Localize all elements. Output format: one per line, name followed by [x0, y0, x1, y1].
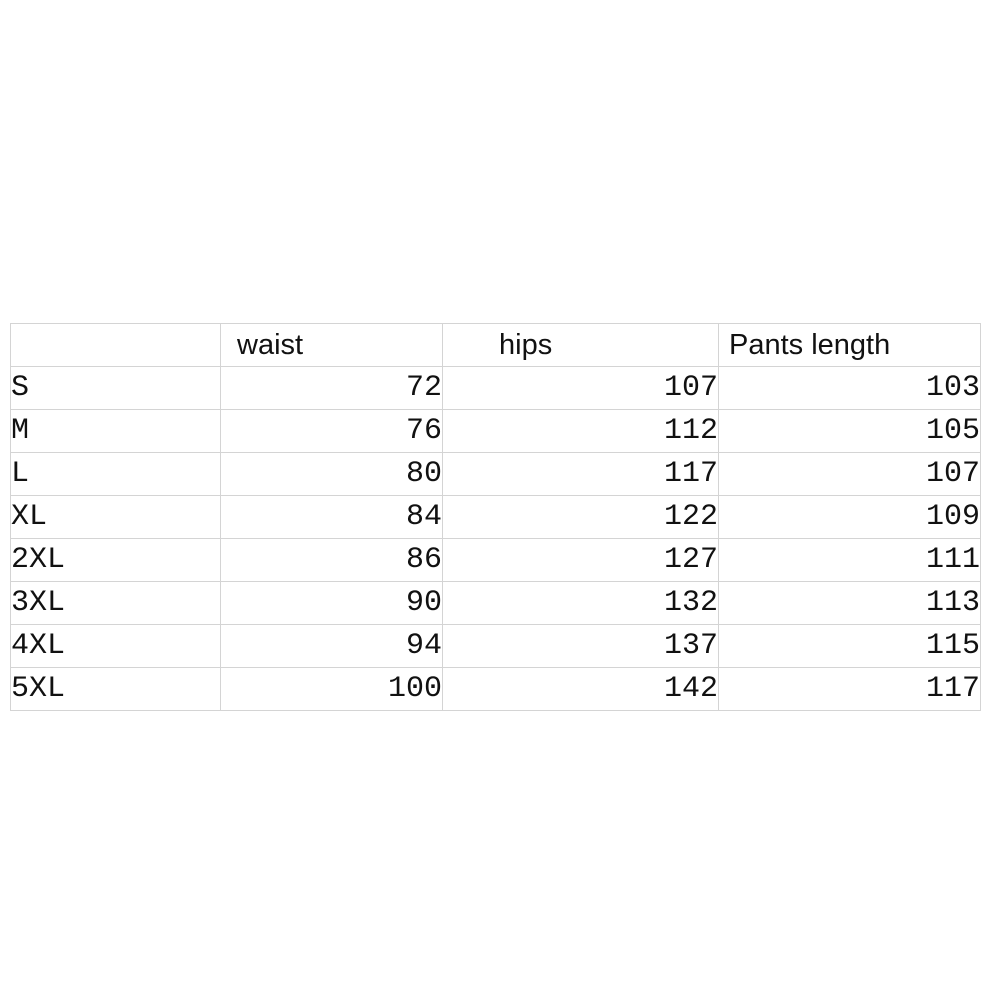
size-label: M [10, 409, 221, 453]
waist-value: 72 [220, 366, 443, 410]
table-row: S 72 107 103 [10, 366, 981, 410]
header-hips: hips [442, 323, 719, 367]
hips-value: 122 [442, 495, 719, 539]
size-label: XL [10, 495, 221, 539]
header-row: waist hips Pants length [10, 323, 981, 367]
hips-value: 137 [442, 624, 719, 668]
size-label: 5XL [10, 667, 221, 711]
waist-value: 84 [220, 495, 443, 539]
table-row: 3XL 90 132 113 [10, 581, 981, 625]
header-pants-length: Pants length [718, 323, 981, 367]
pants-length-value: 117 [718, 667, 981, 711]
table-row: M 76 112 105 [10, 409, 981, 453]
pants-length-value: 113 [718, 581, 981, 625]
size-label: 2XL [10, 538, 221, 582]
size-chart-table: waist hips Pants length S 72 107 103 M 7… [10, 323, 981, 711]
pants-length-value: 115 [718, 624, 981, 668]
table-row: 5XL 100 142 117 [10, 667, 981, 711]
pants-length-value: 111 [718, 538, 981, 582]
table-row: 4XL 94 137 115 [10, 624, 981, 668]
hips-value: 117 [442, 452, 719, 496]
size-label: S [10, 366, 221, 410]
waist-value: 80 [220, 452, 443, 496]
size-label: 3XL [10, 581, 221, 625]
table-row: L 80 117 107 [10, 452, 981, 496]
hips-value: 107 [442, 366, 719, 410]
table-row: 2XL 86 127 111 [10, 538, 981, 582]
waist-value: 76 [220, 409, 443, 453]
hips-value: 112 [442, 409, 719, 453]
pants-length-value: 105 [718, 409, 981, 453]
hips-value: 142 [442, 667, 719, 711]
waist-value: 94 [220, 624, 443, 668]
waist-value: 100 [220, 667, 443, 711]
pants-length-value: 107 [718, 452, 981, 496]
header-waist: waist [220, 323, 443, 367]
waist-value: 86 [220, 538, 443, 582]
waist-value: 90 [220, 581, 443, 625]
hips-value: 132 [442, 581, 719, 625]
pants-length-value: 103 [718, 366, 981, 410]
pants-length-value: 109 [718, 495, 981, 539]
hips-value: 127 [442, 538, 719, 582]
size-label: L [10, 452, 221, 496]
header-corner-cell [10, 323, 221, 367]
size-label: 4XL [10, 624, 221, 668]
table-row: XL 84 122 109 [10, 495, 981, 539]
